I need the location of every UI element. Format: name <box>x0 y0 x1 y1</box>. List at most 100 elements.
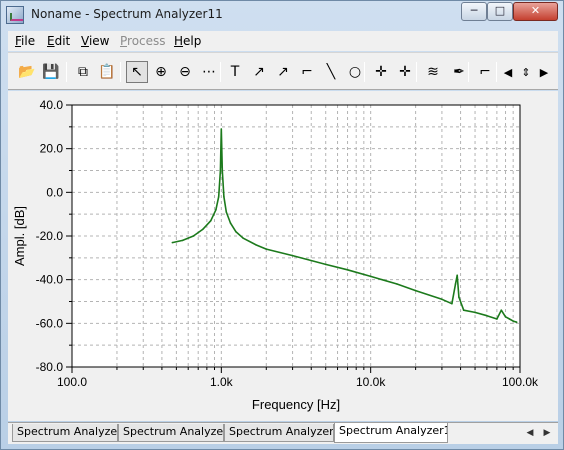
zoom-in-icon[interactable]: ⊕ <box>155 64 167 80</box>
spectrum-data-point <box>454 283 457 285</box>
toolbar-separator <box>364 62 365 82</box>
y-tick-label: 0.0 <box>46 185 63 199</box>
menu-file[interactable]: File <box>15 34 36 48</box>
annotate-curve-icon[interactable]: ↗ <box>253 64 265 80</box>
spectrum-data-point <box>486 314 488 317</box>
arrow-left-icon[interactable]: ◀ <box>503 65 513 79</box>
y-tick-label: -40.0 <box>36 273 64 287</box>
spectrum-data-point <box>474 311 476 314</box>
spectrum-data-point <box>324 263 327 266</box>
draw-line-icon[interactable]: ⌐ <box>479 64 491 80</box>
spectrum-data-point <box>265 248 268 250</box>
spectrum-data-point <box>451 302 453 305</box>
spectrum-data-point <box>462 309 465 311</box>
annotate-step-icon[interactable]: ⌐ <box>301 64 313 80</box>
multi-curve-icon[interactable]: ≋ <box>427 64 439 80</box>
x-axis-label: Frequency [Hz] <box>252 397 340 412</box>
grid-select-icon[interactable]: ⋯ <box>202 64 216 80</box>
spectrum-data-point <box>192 235 195 237</box>
spectrum-data-point <box>414 289 417 292</box>
toolbar-separator <box>220 62 221 82</box>
toolbar-separator <box>416 62 417 82</box>
spectrum-data-point <box>346 269 349 271</box>
tab-scroll-left-icon[interactable]: ◀ <box>526 428 534 438</box>
copy-icon[interactable]: ⧉ <box>78 64 88 80</box>
toolbar-separator <box>120 62 121 82</box>
y-tick-label: 20.0 <box>40 142 64 156</box>
spectrum-data-point <box>210 219 212 222</box>
menu-bar: File Edit View Process Help <box>8 31 558 51</box>
title-bar[interactable]: Noname - Spectrum Analyzer11 ─ □ ✕ <box>1 1 563 29</box>
close-button[interactable]: ✕ <box>513 2 558 21</box>
arrow-right-icon[interactable]: ▶ <box>539 65 549 79</box>
spectrum-data-point <box>221 169 224 172</box>
spectrum-data-point <box>254 243 257 246</box>
menu-view[interactable]: View <box>81 34 110 48</box>
spectrum-data-point <box>441 298 443 301</box>
menu-process: Process <box>120 34 166 48</box>
circle-tool-icon[interactable]: ○ <box>348 64 362 80</box>
maximize-button[interactable]: □ <box>487 2 513 21</box>
line-tool-icon[interactable]: ╲ <box>326 64 336 80</box>
menu-edit[interactable]: Edit <box>47 34 71 48</box>
spectrum-data-point <box>235 230 237 233</box>
minimize-button[interactable]: ─ <box>461 2 487 21</box>
window-title: Noname - Spectrum Analyzer11 <box>31 7 223 21</box>
spectrum-data-point <box>396 283 398 285</box>
spectrum-data-point <box>201 228 204 231</box>
toolbar: 📂 💾 ⧉ 📋 ↖ ⊕ ⊖ ⋯ T ↗ ↗ ⌐ ╲ ○ ✛ ✛ ≋ ✒ ⌐ ◀ ⇕ ▶ <box>8 52 558 90</box>
spectrum-data-point <box>504 316 507 318</box>
x-tick-label: 10.0k <box>356 375 386 389</box>
spectrum-data-point <box>223 195 225 198</box>
save-icon[interactable]: 💾 <box>42 64 60 80</box>
spectrum-data-point <box>508 318 511 320</box>
plot-frame <box>71 104 521 368</box>
spectrum-data-point <box>456 274 459 277</box>
document-tab-bar: Spectrum Analyzer8 Spectrum Analyzer9 Sp… <box>8 422 558 444</box>
cursor-b-icon[interactable]: ✛ <box>399 64 411 80</box>
y-tick-label: -80.0 <box>36 360 64 374</box>
spectrum-data-point <box>369 275 372 278</box>
spectrum-data-point <box>171 241 174 244</box>
tab-scroll-right-icon[interactable]: ▶ <box>543 428 551 438</box>
toolbar-separator <box>496 62 497 82</box>
paste-icon[interactable]: 📋 <box>98 64 116 80</box>
y-axis-label: Ampl. [dB] <box>12 206 27 266</box>
toolbar-separator <box>468 62 469 82</box>
y-tick-label: -20.0 <box>36 229 64 243</box>
x-tick-label: 100.0k <box>502 375 539 389</box>
spectrum-data-point <box>291 254 294 257</box>
tab-spectrum-analyzer9[interactable]: Spectrum Analyzer9 <box>118 424 224 442</box>
spectrum-data-point <box>229 222 232 224</box>
x-tick-label: 100.0 <box>57 375 87 389</box>
pointer-icon[interactable]: ↖ <box>126 61 148 83</box>
spectrum-data-point <box>215 209 217 211</box>
cursor-a-icon[interactable]: ✛ <box>375 64 387 80</box>
menu-help[interactable]: Help <box>174 34 202 48</box>
marker-pen-icon[interactable]: ✒ <box>453 64 465 80</box>
tab-spectrum-analyzer8[interactable]: Spectrum Analyzer8 <box>12 424 118 442</box>
zoom-out-icon[interactable]: ⊖ <box>179 64 191 80</box>
spectrum-data-point <box>220 128 223 130</box>
spectrum-data-point <box>500 309 503 311</box>
text-tool-icon[interactable]: T <box>230 64 240 80</box>
spectrum-data-point <box>515 321 518 323</box>
open-folder-icon[interactable]: 📂 <box>18 64 36 80</box>
toolbar-separator <box>66 62 67 82</box>
spectrum-data-point <box>225 211 228 213</box>
spectrum-chart[interactable]: 100.0 1.0k 10.0k 100.0k 40.0 20.0 0.0 -20.0 -40.… <box>8 91 558 421</box>
tab-spectrum-analyzer10[interactable]: Spectrum Analyzer10 <box>224 424 334 442</box>
y-tick-label: 40.0 <box>40 98 64 112</box>
spectrum-data-point <box>242 237 244 239</box>
annotate-arrow-icon[interactable]: ↗ <box>277 64 289 80</box>
x-tick-label: 1.0k <box>210 375 234 389</box>
arrow-updown-icon[interactable]: ⇕ <box>521 65 531 79</box>
y-tick-label: -60.0 <box>36 316 64 330</box>
spectrum-data-point <box>512 320 514 322</box>
spectrum-chart-panel[interactable]: 100.0 1.0k 10.0k 100.0k 40.0 20.0 0.0 -20.0 -40.… <box>8 91 558 421</box>
spectrum-app-icon[interactable] <box>6 6 24 24</box>
spectrum-data-point <box>458 296 460 298</box>
spectrum-data-point <box>219 169 222 172</box>
tab-spectrum-analyzer11[interactable]: Spectrum Analyzer11 <box>334 423 448 443</box>
